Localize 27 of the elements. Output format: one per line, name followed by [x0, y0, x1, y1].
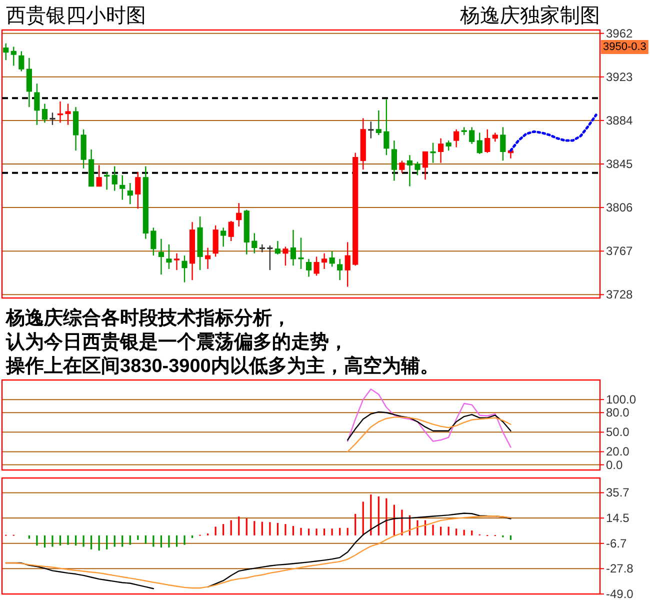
y-tick-label: 100.0 [606, 392, 636, 407]
line-series [347, 411, 512, 441]
y-tick-label: 35.7 [606, 486, 630, 500]
y-tick-label: 3767 [606, 244, 634, 258]
line-series [347, 388, 512, 448]
line-series [347, 416, 512, 452]
y-tick-label: -27.8 [606, 562, 634, 576]
y-tick-label: 3884 [606, 113, 634, 128]
y-tick-label: 3923 [606, 70, 634, 84]
chart-title: 西贵银四小时图 [6, 5, 146, 27]
y-tick-label: 14.5 [606, 511, 630, 526]
y-tick-label: -6.7 [606, 536, 628, 550]
y-tick-label: 0.0 [606, 458, 624, 472]
y-tick-label: 50.0 [606, 425, 630, 440]
line-series [509, 114, 598, 152]
text: 认为今日西贵银是一个震荡偏多的走势， [5, 331, 348, 353]
y-tick-label: 3728 [606, 288, 634, 302]
y-tick-label: 3845 [606, 157, 634, 171]
y-tick-label: 80.0 [606, 406, 630, 420]
chart-subtitle: 杨逸庆独家制图 [459, 5, 600, 27]
text: 3950-0.3 [603, 41, 646, 53]
y-tick-label: 3806 [606, 200, 634, 215]
text: 杨逸庆综合各时段技术指标分析， [5, 307, 291, 329]
y-tick-label: -49.0 [606, 587, 634, 600]
text: 操作上在区间3830-3900内以低多为主，高空为辅。 [5, 355, 439, 377]
y-tick-label: 20.0 [606, 444, 630, 459]
y-tick-label: 3962 [606, 26, 634, 40]
